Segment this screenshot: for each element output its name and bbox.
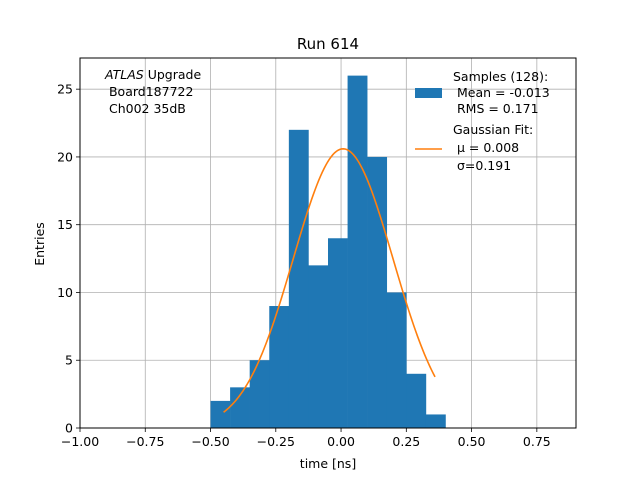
plot-frame (79, 57, 577, 429)
x-tick-label: 0.50 (458, 434, 486, 449)
x-tick-label: −0.50 (191, 434, 229, 449)
annotation-text: Board187722 (105, 84, 193, 99)
annotation-italic: ATLAS (104, 67, 144, 82)
x-tick-label: 0.00 (327, 434, 355, 449)
histogram-bars (210, 75, 446, 429)
annotation-line: Board187722 (105, 84, 193, 99)
legend-label: Gaussian Fit: (453, 122, 533, 137)
legend-patch (415, 88, 442, 98)
histogram-bar (406, 373, 427, 428)
annotation-text: Ch002 35dB (105, 101, 186, 116)
y-tick-label: 5 (65, 353, 73, 368)
y-tick-label: 25 (57, 82, 73, 97)
x-tick-label: −0.75 (126, 434, 164, 449)
histogram-bar (230, 387, 250, 428)
annotation-text: Upgrade (144, 67, 202, 82)
histogram-bar (367, 156, 388, 428)
histogram-bar (386, 292, 407, 428)
legend-label: Mean = -0.013 (453, 85, 550, 100)
x-tick-label: −1.00 (61, 434, 99, 449)
histogram-bar (425, 414, 446, 428)
histogram-bar (328, 238, 348, 428)
x-tick-label: 0.25 (392, 434, 420, 449)
chart-title: Run 614 (297, 35, 359, 53)
y-axis-label: Entries (32, 222, 47, 266)
x-axis-label: time [ns] (300, 456, 356, 471)
legend-label: μ = 0.008 (453, 140, 519, 155)
y-axis-ticks: 0 5 10 15 20 25 (57, 82, 80, 436)
annotation-line: ATLAS Upgrade (104, 67, 201, 82)
legend: Samples (128): Mean = -0.013 RMS = 0.171… (415, 69, 550, 173)
annotation-line: Ch002 35dB (105, 101, 186, 116)
histogram-bar (269, 306, 290, 428)
histogram-bar (347, 75, 368, 428)
legend-label: RMS = 0.171 (453, 101, 539, 116)
y-tick-label: 10 (57, 285, 73, 300)
y-tick-label: 0 (65, 421, 73, 436)
y-tick-label: 15 (57, 217, 73, 232)
legend-label: σ=0.191 (453, 158, 511, 173)
histogram-bar (308, 265, 329, 428)
x-tick-label: −0.25 (257, 434, 295, 449)
legend-label: Samples (128): (453, 69, 548, 84)
histogram-bar (249, 360, 270, 428)
gaussian-fit-line (223, 148, 436, 413)
y-tick-label: 20 (57, 149, 73, 164)
x-axis-ticks: −1.00 −0.75 −0.50 −0.25 0.00 0.25 0.50 0.75 (61, 428, 551, 449)
histogram-bar (210, 400, 231, 428)
gaussian-fit (223, 148, 436, 413)
atlas-annotation: ATLAS Upgrade Board187722 Ch002 35dB (104, 67, 201, 116)
histogram-bar (288, 129, 309, 429)
x-tick-label: 0.75 (523, 434, 551, 449)
